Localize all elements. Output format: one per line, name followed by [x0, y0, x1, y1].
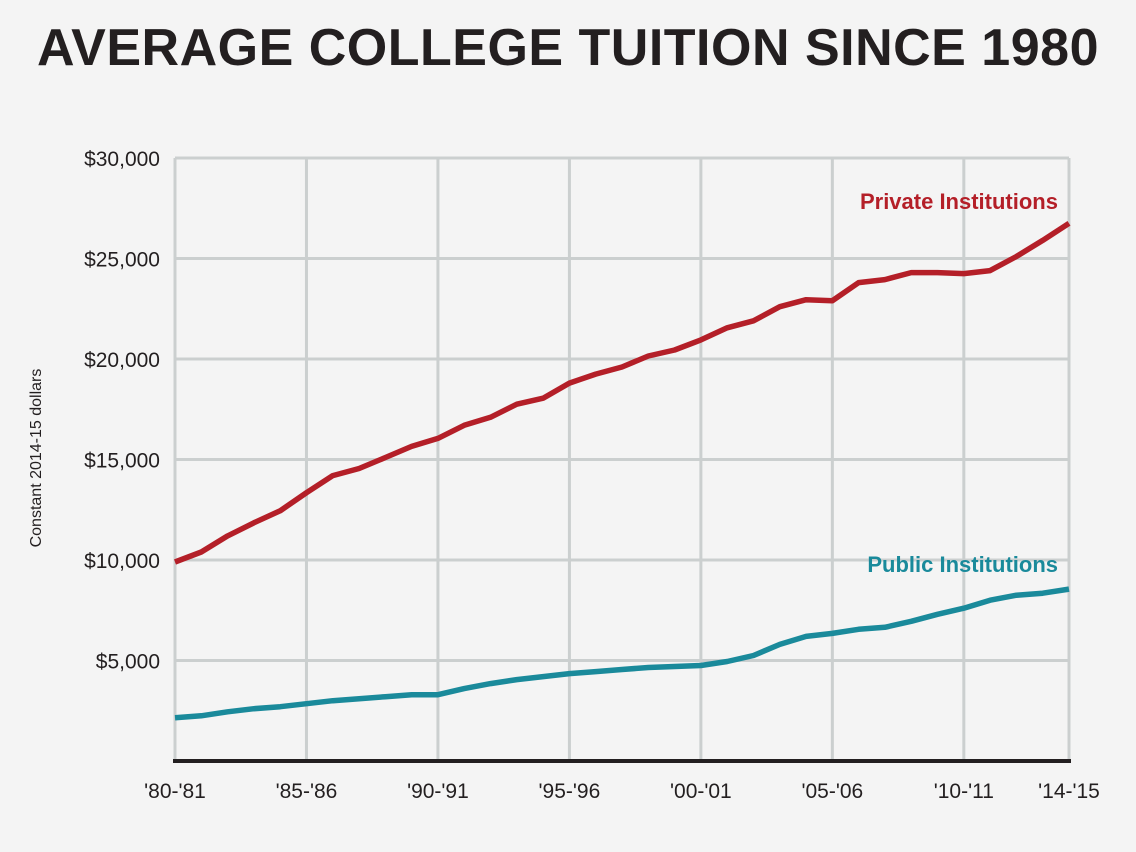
y-tick-label: $25,000: [84, 249, 160, 272]
series-group: [174, 220, 1071, 721]
series-line-private: [174, 220, 1071, 565]
series-label-private: Private Institutions: [860, 189, 1058, 214]
y-tick-label: $30,000: [84, 148, 160, 171]
labels: Constant 2014-15 dollars '80-'81 '85-'86 '…: [28, 148, 1100, 803]
y-axis-title: Constant 2014-15 dollars: [28, 369, 45, 548]
y-tick-label: $20,000: [84, 349, 160, 372]
chart-title: AVERAGE COLLEGE TUITION SINCE 1980: [36, 19, 1099, 77]
y-tick-label: $10,000: [84, 550, 160, 573]
x-tick-label: '85-'86: [276, 780, 338, 803]
y-tick-label: $15,000: [84, 450, 160, 473]
x-tick-label: '05-'06: [801, 780, 863, 803]
x-tick-label: '10-'11: [934, 780, 994, 803]
x-tick-label: '90-'91: [407, 780, 469, 803]
y-tick-label: $5,000: [96, 651, 160, 674]
series-line-public: [174, 586, 1070, 721]
x-tick-label: '14-'15: [1038, 780, 1100, 803]
x-tick-label: '95-'96: [539, 780, 601, 803]
x-tick-label: '00-'01: [670, 780, 732, 803]
x-tick-label: '80-'81: [144, 780, 206, 803]
series-label-public: Public Institutions: [867, 552, 1058, 577]
grid: [173, 156, 1071, 761]
